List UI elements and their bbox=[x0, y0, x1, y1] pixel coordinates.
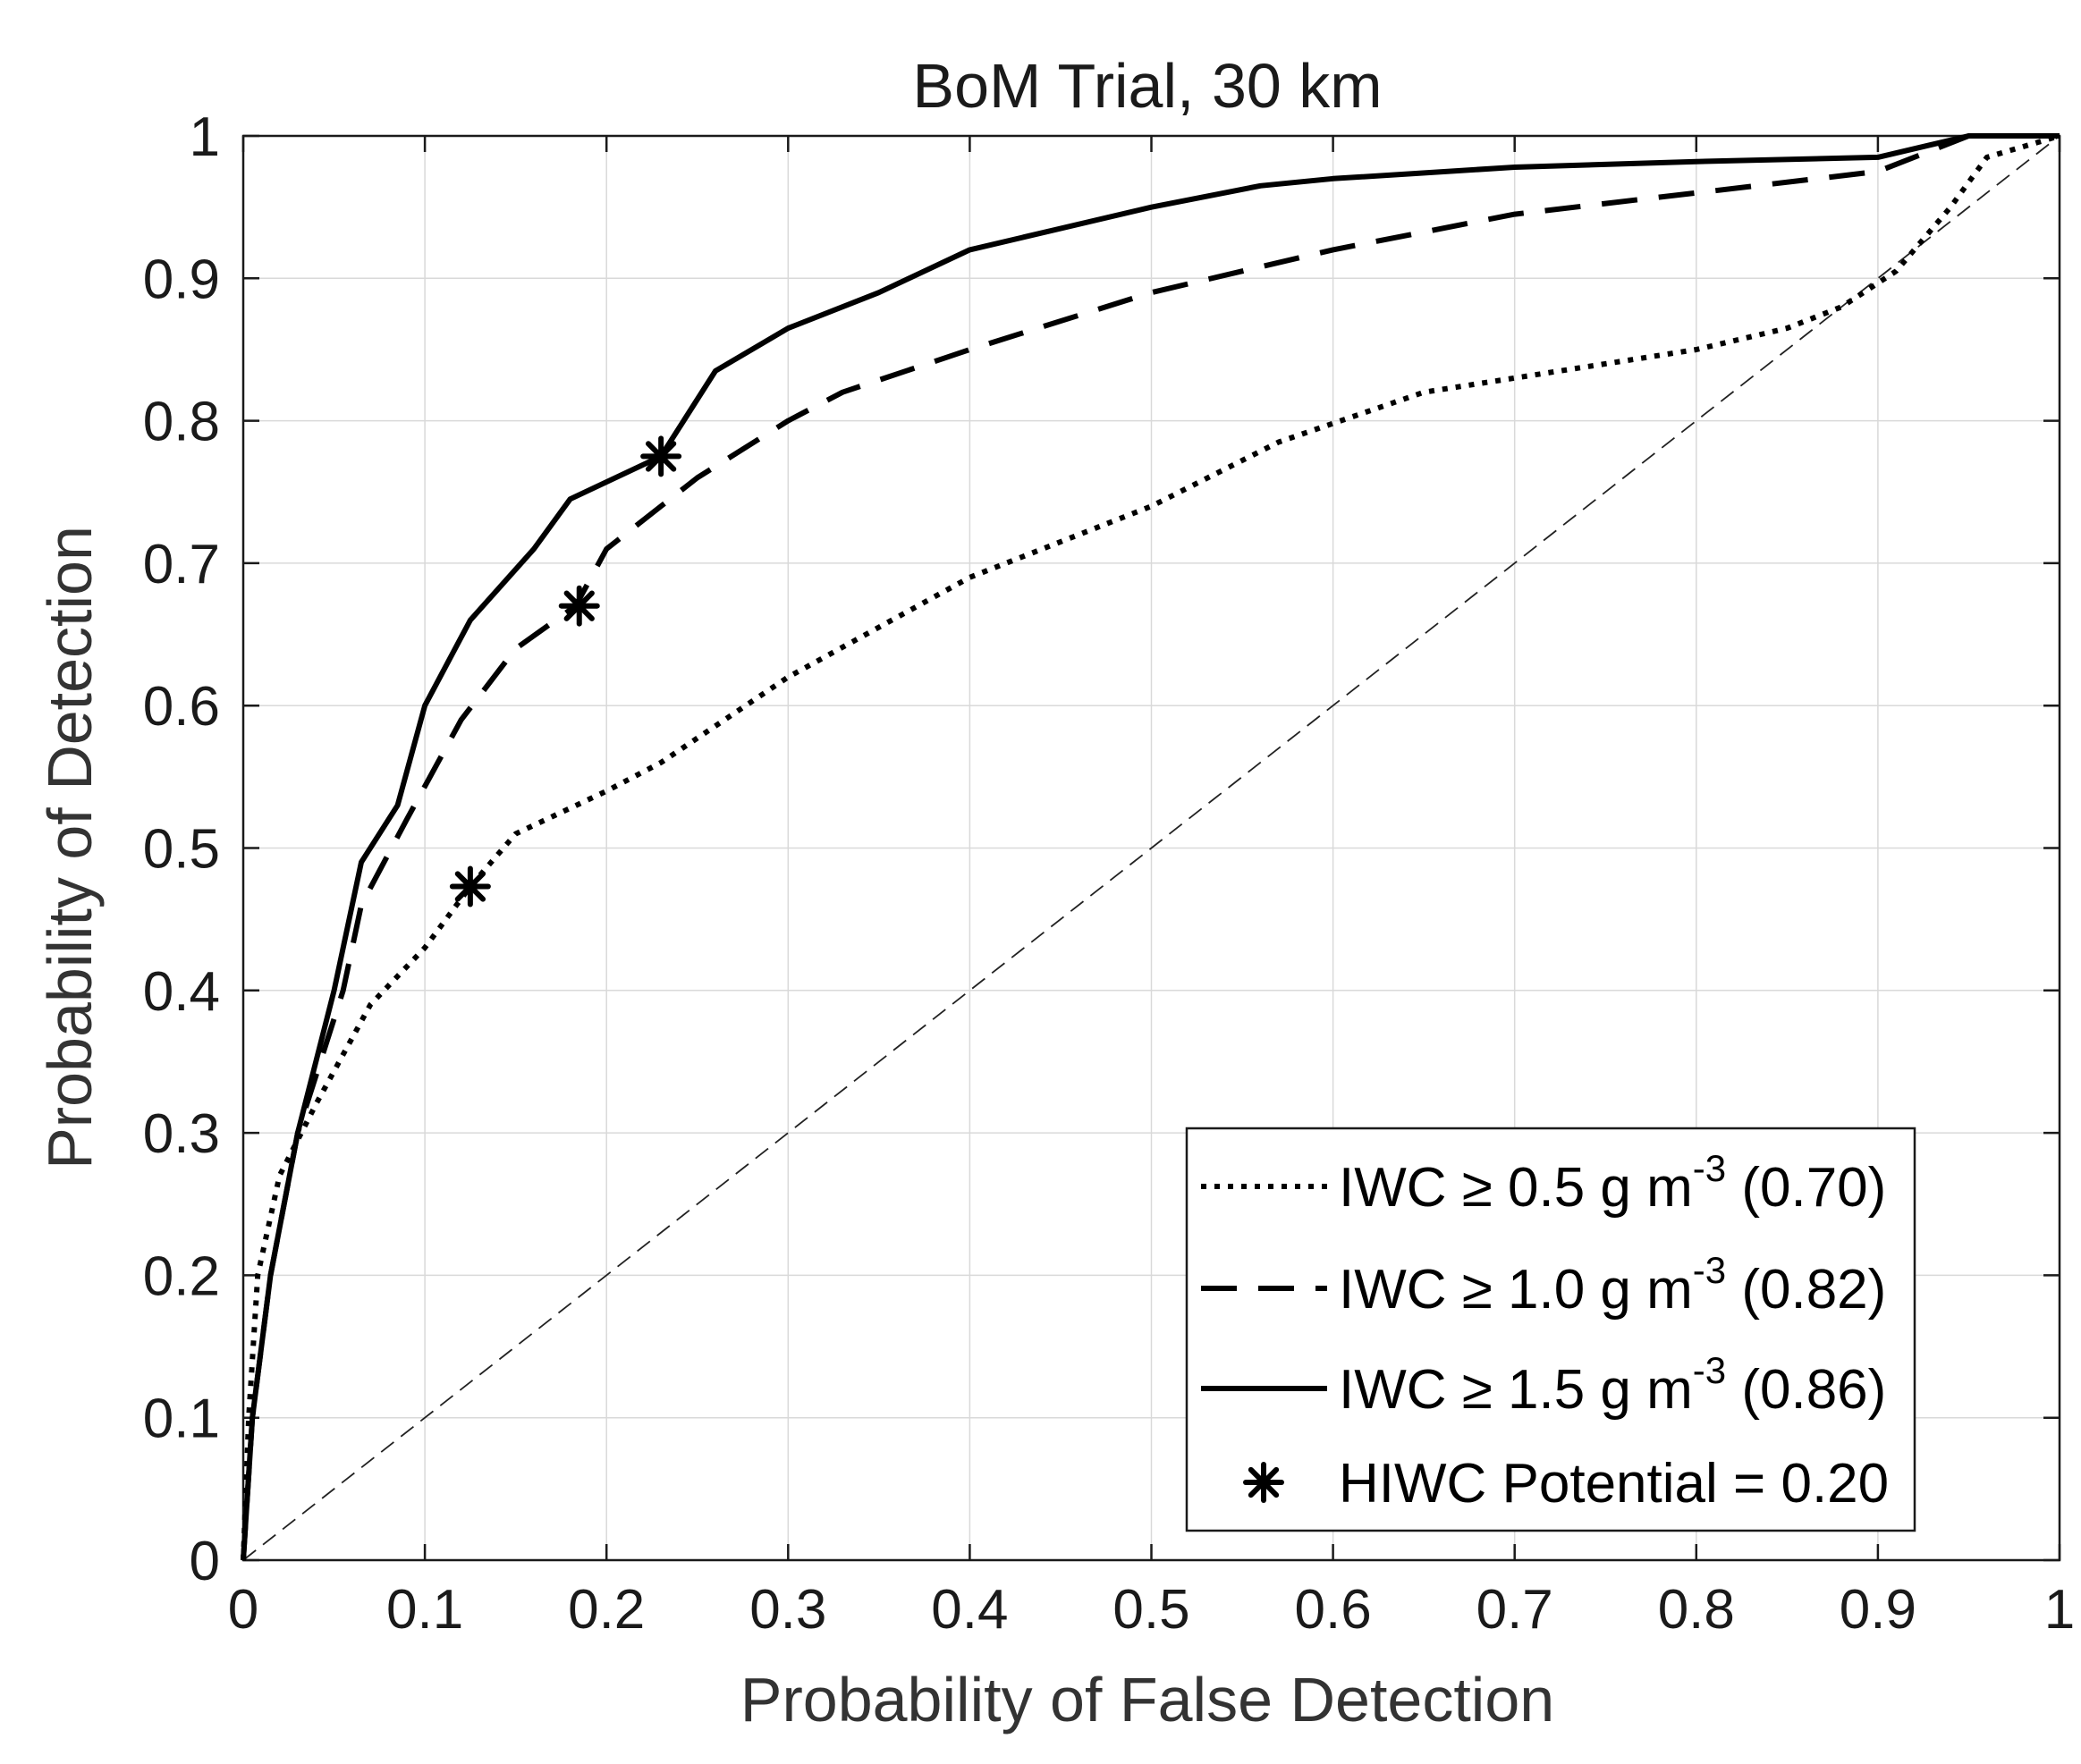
y-tick-label: 0.7 bbox=[143, 534, 220, 595]
legend-box bbox=[1185, 1127, 1916, 1532]
y-axis-label: Probability of Detection bbox=[35, 526, 105, 1169]
series-line-dashed bbox=[241, 133, 2060, 1561]
y-tick-label: 1 bbox=[190, 106, 220, 168]
legend-asterisk-icon bbox=[1243, 1462, 1284, 1503]
y-tick-label: 0.9 bbox=[143, 249, 220, 310]
tick-marks bbox=[241, 134, 2061, 1562]
x-tick-label: 0.7 bbox=[1476, 1579, 1553, 1641]
hiwc-marker-asterisk bbox=[640, 435, 682, 477]
x-tick-label: 0.6 bbox=[1294, 1579, 1371, 1641]
hiwc-marker-asterisk bbox=[449, 865, 491, 907]
tick-labels: 0 0.1 0.2 0.3 0.4 0.5 0.6 0.7 0.8 0.9 1 0 0.1 0.2 0.3 0… bbox=[143, 106, 2075, 1641]
hiwc-marker-asterisk bbox=[558, 585, 600, 627]
chart-title: BoM Trial, 30 km bbox=[912, 51, 1382, 121]
legend-entry-iwc-0-5: IWC ≥ 0.5 g m-3 (0.70) bbox=[1339, 1147, 1886, 1219]
y-tick-label: 0.5 bbox=[143, 819, 220, 881]
y-tick-label: 0.2 bbox=[143, 1245, 220, 1307]
series-line-solid bbox=[241, 133, 2060, 1561]
x-tick-label: 0.1 bbox=[386, 1579, 463, 1641]
series-line-dotted bbox=[241, 133, 2060, 1561]
x-tick-label: 0.8 bbox=[1658, 1579, 1735, 1641]
legend: IWC ≥ 0.5 g m-3 (0.70) IWC ≥ 1.0 g m-3 (… bbox=[1185, 1127, 1916, 1532]
legend-entry-iwc-1-0: IWC ≥ 1.0 g m-3 (0.82) bbox=[1339, 1249, 1886, 1321]
y-tick-label: 0.1 bbox=[143, 1388, 220, 1450]
x-tick-label: 1 bbox=[2044, 1579, 2075, 1641]
x-tick-label: 0.2 bbox=[568, 1579, 645, 1641]
series-layer bbox=[241, 133, 2060, 1561]
x-tick-label: 0.4 bbox=[931, 1579, 1008, 1641]
x-axis-label: Probability of False Detection bbox=[740, 1665, 1554, 1734]
reference-diagonal-line bbox=[242, 135, 2060, 1561]
y-tick-label: 0.3 bbox=[143, 1103, 220, 1165]
legend-entry-iwc-1-5: IWC ≥ 1.5 g m-3 (0.86) bbox=[1339, 1349, 1886, 1421]
legend-entry-hiwc-potential: HIWC Potential = 0.20 bbox=[1339, 1453, 1889, 1515]
x-tick-label: 0.9 bbox=[1840, 1579, 1916, 1641]
y-tick-label: 0 bbox=[190, 1531, 220, 1592]
x-tick-label: 0 bbox=[228, 1579, 258, 1641]
legend-asterisk-shape bbox=[1243, 1462, 1284, 1503]
y-tick-label: 0.8 bbox=[143, 392, 220, 453]
y-tick-label: 0.6 bbox=[143, 676, 220, 738]
y-tick-label: 0.4 bbox=[143, 961, 220, 1023]
x-tick-label: 0.3 bbox=[749, 1579, 826, 1641]
x-tick-label: 0.5 bbox=[1112, 1579, 1189, 1641]
marker-layer bbox=[449, 435, 682, 907]
